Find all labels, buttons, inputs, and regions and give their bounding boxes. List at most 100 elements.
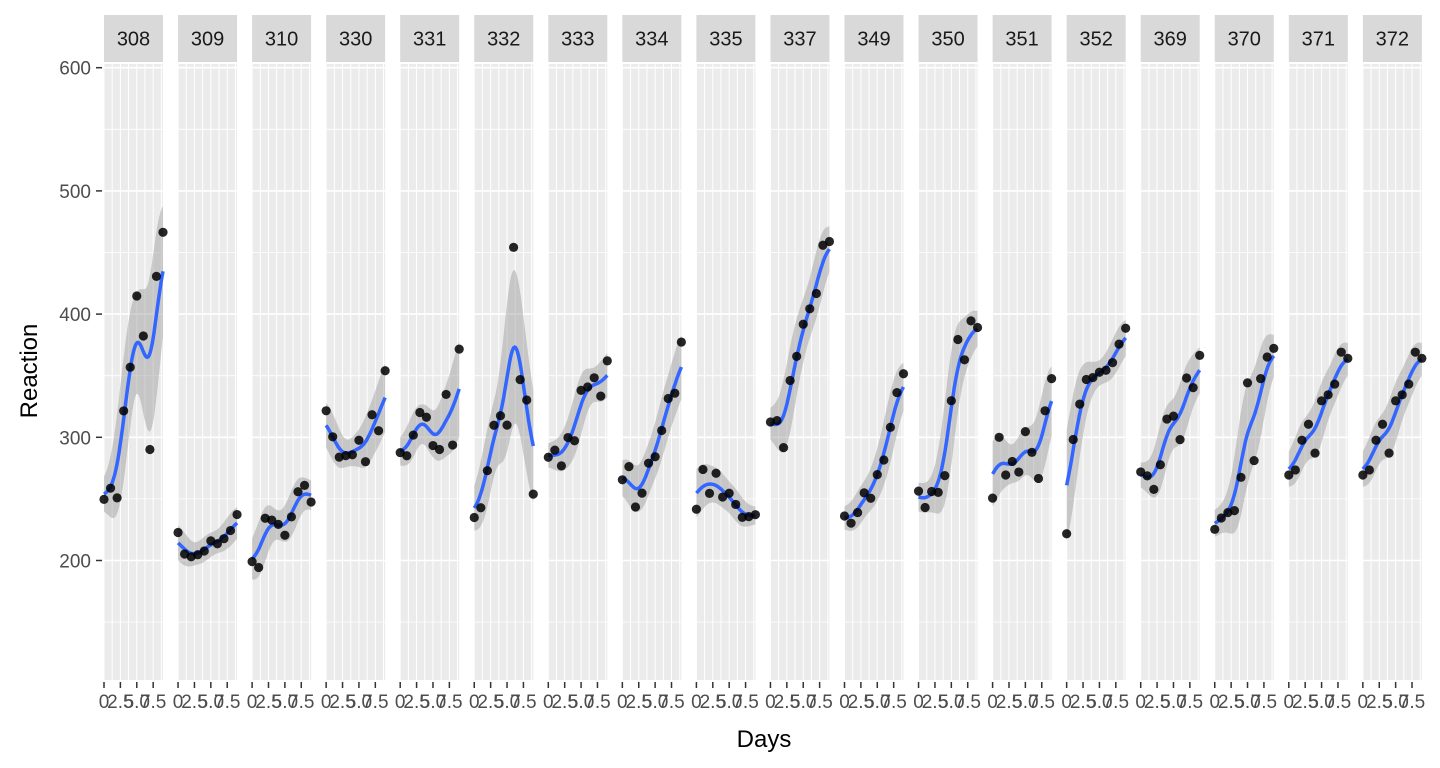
data-point (1168, 411, 1179, 421)
x-tick-label: 0 (247, 692, 258, 713)
facet-panel-372: 372 02.55.07.5 (1358, 15, 1427, 713)
data-point (1088, 372, 1098, 383)
x-tick-label: 7.5 (732, 692, 758, 713)
data-point (1068, 434, 1078, 445)
data-point (994, 432, 1004, 442)
facet-strip-label: 371 (1302, 29, 1335, 51)
data-point (151, 271, 162, 281)
confidence-band (104, 206, 163, 519)
facet-strip-label: 335 (709, 29, 742, 51)
data-point (415, 407, 425, 418)
x-tick-label: 7.5 (1399, 692, 1425, 713)
x-tick-label: 2.5 (700, 692, 726, 713)
panels: 30802.55.07.530902.55.07.531002.55.07.53… (99, 15, 1427, 713)
x-tick-label: 2.5 (774, 692, 800, 713)
data-point (543, 452, 553, 462)
facet-panel-331: 331 02.55.07.5 (395, 15, 464, 713)
data-point (1175, 435, 1185, 445)
data-point (691, 504, 702, 514)
data-point (879, 455, 889, 465)
data-point (670, 388, 680, 398)
data-point (219, 534, 229, 544)
data-point (1410, 347, 1420, 357)
data-point (1284, 470, 1294, 480)
data-point (434, 444, 445, 455)
facet-panel-308: 308 02.55.07.5 (99, 15, 168, 713)
data-point (898, 369, 909, 379)
data-point (1216, 513, 1226, 523)
data-point (602, 356, 612, 366)
confidence-band (1066, 319, 1126, 541)
x-tick-label: 7.5 (288, 692, 314, 713)
x-tick-label: 0 (617, 692, 628, 713)
facet-panel-350: 350 02.55.07.5 (913, 15, 983, 713)
facet-strip-label: 334 (635, 29, 668, 51)
data-point (469, 512, 479, 523)
x-tick-label: 7.5 (955, 692, 981, 713)
data-point (254, 562, 264, 573)
data-point (704, 488, 715, 498)
facet-strip (178, 15, 238, 62)
confidence-band (622, 335, 682, 512)
data-point (1121, 323, 1131, 333)
facet-strip (1362, 15, 1422, 62)
y-axis: 200 300 400 500 600 (59, 59, 102, 572)
x-tick-label: 7.5 (806, 692, 832, 713)
data-point (1404, 379, 1414, 389)
x-tick-label: 5.0 (1308, 692, 1334, 713)
data-point (1114, 339, 1124, 349)
data-point (1142, 471, 1152, 481)
data-point (711, 468, 721, 478)
x-tick-label: 7.5 (1325, 692, 1351, 713)
data-point (657, 425, 667, 436)
data-point (859, 488, 869, 498)
panel-background (696, 64, 756, 680)
data-point (1101, 365, 1111, 375)
x-tick-label: 5.0 (568, 692, 594, 713)
data-point (1371, 435, 1381, 445)
x-tick-label: 0 (1209, 692, 1220, 713)
data-point (360, 457, 371, 467)
data-point (1210, 524, 1220, 534)
confidence-band (844, 362, 904, 531)
smooth-line (1287, 357, 1349, 471)
data-point (892, 387, 902, 398)
data-point (972, 322, 983, 333)
data-point (1316, 396, 1327, 406)
data-point (402, 451, 412, 461)
data-point (650, 452, 660, 462)
data-point (199, 546, 209, 556)
data-point (1195, 350, 1205, 360)
x-tick-label: 0 (173, 692, 184, 713)
data-point (946, 396, 956, 406)
data-point (750, 510, 761, 520)
x-tick-label: 5.0 (642, 692, 668, 713)
y-tick-label: 500 (59, 182, 91, 203)
x-tick-label: 0 (1284, 692, 1295, 713)
data-point (1033, 473, 1044, 484)
data-point (920, 502, 930, 513)
data-point (373, 426, 384, 436)
data-point (1149, 484, 1159, 495)
x-tick-label: 2.5 (848, 692, 874, 713)
data-point (617, 475, 627, 485)
y-tick-label: 300 (59, 428, 91, 449)
data-point (1181, 373, 1192, 383)
x-tick-label: 0 (469, 692, 480, 713)
x-tick-label: 2.5 (1144, 692, 1170, 713)
data-point (105, 483, 116, 493)
data-point (1269, 343, 1279, 353)
facet-strip-label: 370 (1228, 29, 1261, 51)
x-tick-label: 2.5 (551, 692, 577, 713)
data-point (624, 462, 634, 472)
data-point (1330, 379, 1340, 389)
data-point (286, 512, 297, 522)
x-tick-label: 2.5 (181, 692, 207, 713)
data-point (792, 351, 802, 361)
x-tick-label: 5.0 (1382, 692, 1408, 713)
data-point (940, 471, 950, 481)
data-point (489, 420, 499, 430)
data-point (1336, 347, 1346, 357)
data-point (441, 389, 451, 400)
x-tick-label: 5.0 (1234, 692, 1260, 713)
